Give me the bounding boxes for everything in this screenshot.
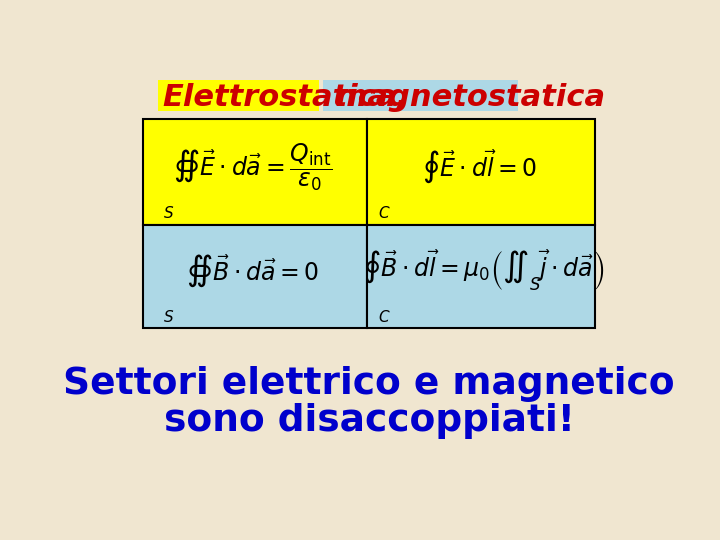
Text: $C$: $C$ [378,309,391,326]
Text: $S$: $S$ [163,309,175,326]
Text: $\oiint \vec{B} \cdot d\vec{a} = 0$: $\oiint \vec{B} \cdot d\vec{a} = 0$ [186,253,319,289]
Text: magnetostatica: magnetostatica [325,83,605,112]
FancyBboxPatch shape [143,225,367,328]
Text: sono disaccoppiati!: sono disaccoppiati! [163,402,575,438]
Text: $\oint \vec{E} \cdot d\vec{l} = 0$: $\oint \vec{E} \cdot d\vec{l} = 0$ [422,148,536,186]
FancyBboxPatch shape [158,80,320,111]
Text: Settori elettrico e magnetico: Settori elettrico e magnetico [63,366,675,402]
Text: $\oiint \vec{E} \cdot d\vec{a} = \dfrac{Q_{\mathrm{int}}}{\varepsilon_0}$: $\oiint \vec{E} \cdot d\vec{a} = \dfrac{… [173,141,333,193]
Text: $\oint \vec{B} \cdot d\vec{l} = \mu_0 \left(\iint_S \vec{j} \cdot d\vec{a}\right: $\oint \vec{B} \cdot d\vec{l} = \mu_0 \l… [363,249,605,293]
Text: $S$: $S$ [163,205,175,221]
FancyBboxPatch shape [323,80,518,111]
FancyBboxPatch shape [367,225,595,328]
Text: $C$: $C$ [378,205,391,221]
FancyBboxPatch shape [143,119,367,225]
Text: Elettrostatica,: Elettrostatica, [162,83,408,112]
FancyBboxPatch shape [367,119,595,225]
